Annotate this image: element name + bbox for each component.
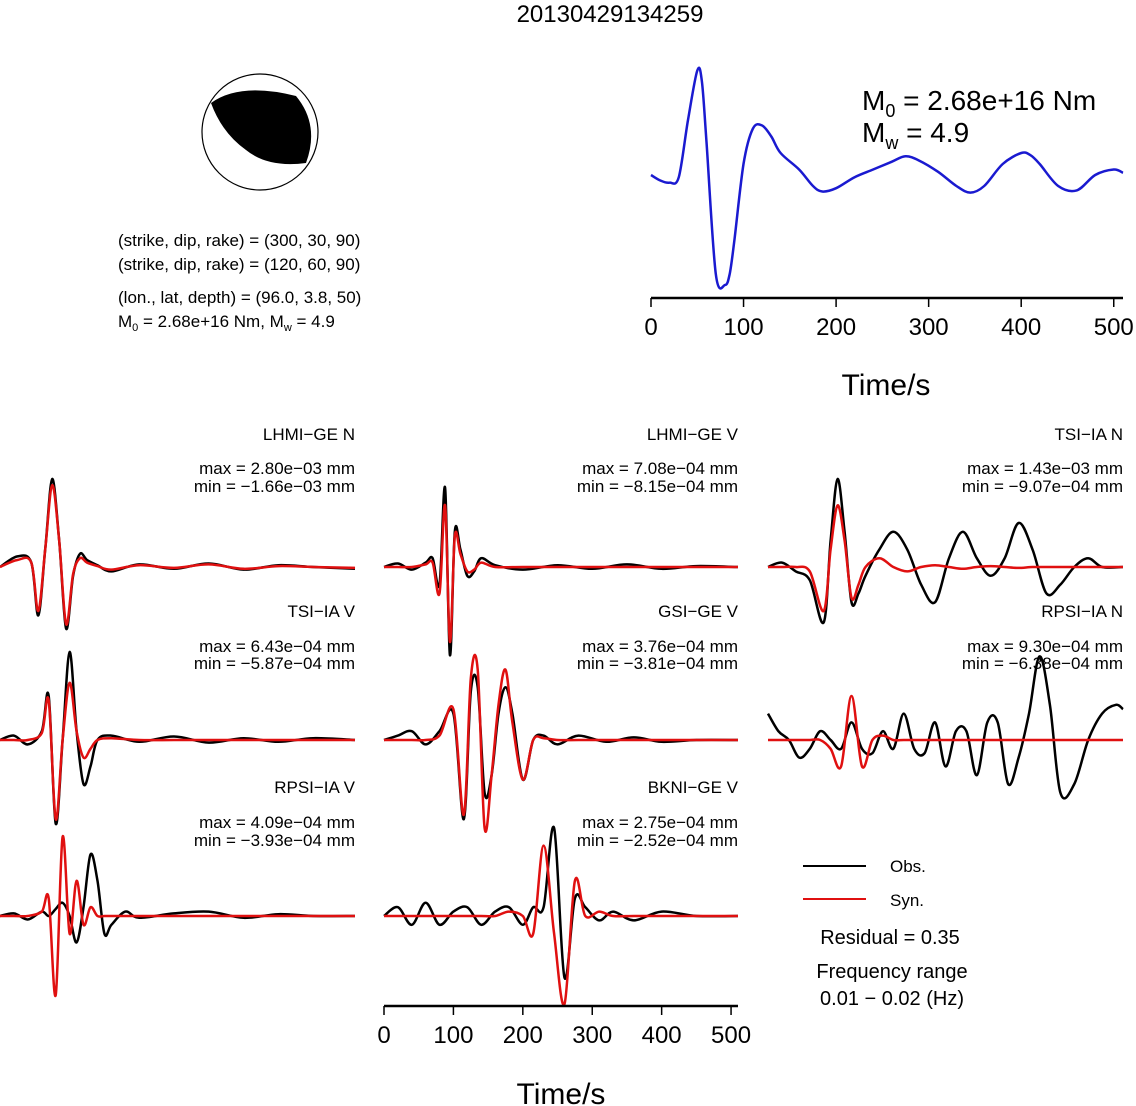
waveform-x-label: Time/s <box>517 1078 606 1106</box>
residual-label: Residual = 0.35 <box>820 927 960 949</box>
min-label: min = −2.52e−04 mm <box>577 831 738 850</box>
station-label: LHMI−GE V <box>647 425 739 444</box>
synthetic-trace <box>768 504 1123 613</box>
stf-x-axis: 0 100 200 300 400 500 <box>644 296 1134 341</box>
axis-tick-label: 300 <box>572 1022 612 1049</box>
station-label: RPSI−IA N <box>1041 602 1123 621</box>
synthetic-trace <box>0 483 356 626</box>
axis-tick-label: 200 <box>503 1022 543 1049</box>
max-label: max = 7.08e−04 mm <box>582 459 738 478</box>
stf-m0: M0 = 2.68e+16 Nm <box>862 85 1096 121</box>
axis-tick-label: 0 <box>377 1022 390 1049</box>
synthetic-trace <box>384 504 738 644</box>
min-label: min = −8.15e−04 mm <box>577 477 738 496</box>
mechanism-plane2: (strike, dip, rake) = (120, 60, 90) <box>118 255 360 274</box>
station-label: BKNI−GE V <box>648 778 739 797</box>
max-label: max = 4.09e−04 mm <box>199 813 355 832</box>
min-label: min = −3.81e−04 mm <box>577 654 738 673</box>
legend: Obs. Syn. Residual = 0.35 Frequency rang… <box>803 857 968 1010</box>
synthetic-trace <box>0 681 355 821</box>
stf-x-label: Time/s <box>842 369 931 402</box>
beachball-icon <box>201 73 319 191</box>
observed-trace <box>383 825 739 980</box>
max-label: max = 6.43e−04 mm <box>199 637 355 656</box>
station-label: LHMI−GE N <box>263 425 355 444</box>
synthetic-trace <box>383 844 738 1007</box>
observed-trace <box>383 673 739 821</box>
max-label: max = 2.80e−03 mm <box>199 459 355 478</box>
synthetic-trace <box>383 653 738 833</box>
stf-panel: 0 100 200 300 400 500 Time/s <box>644 66 1134 402</box>
stf-mw: Mw = 4.9 <box>862 117 969 153</box>
observed-trace <box>383 485 739 657</box>
legend-syn-label: Syn. <box>890 891 924 910</box>
stf-line <box>650 66 1124 290</box>
station-label: RPSI−IA V <box>274 778 355 797</box>
legend-obs-label: Obs. <box>890 857 926 876</box>
waveform-x-axis: 0 100 200 300 400 500 <box>377 1004 751 1049</box>
min-label: min = −1.66e−03 mm <box>194 477 355 496</box>
station-label: TSI−IA N <box>1055 425 1124 444</box>
synthetic-trace <box>0 835 355 997</box>
mechanism-plane1: (strike, dip, rake) = (300, 30, 90) <box>118 231 360 250</box>
axis-tick-label: 500 <box>1094 314 1134 341</box>
max-label: max = 3.76e−04 mm <box>582 637 738 656</box>
observed-trace <box>0 852 356 944</box>
axis-tick-label: 0 <box>644 314 657 341</box>
axis-tick-label: 400 <box>642 1022 682 1049</box>
figure-title: 20130429134259 <box>517 1 704 28</box>
axis-tick-label: 100 <box>724 314 764 341</box>
station-label: TSI−IA V <box>287 602 355 621</box>
max-label: max = 9.30e−04 mm <box>967 637 1123 656</box>
max-label: max = 1.43e−03 mm <box>967 459 1123 478</box>
mechanism-location: (lon., lat, depth) = (96.0, 3.8, 50) <box>118 288 361 307</box>
mechanism-magnitude: M0 = 2.68e+16 Nm, Mw = 4.9 <box>118 312 335 334</box>
frequency-title: Frequency range <box>816 961 967 983</box>
min-label: min = −5.87e−04 mm <box>194 654 355 673</box>
min-label: min = −9.07e−04 mm <box>962 477 1123 496</box>
station-label: GSI−GE V <box>658 602 738 621</box>
synthetic-trace <box>767 694 1123 770</box>
observed-trace <box>766 655 1124 800</box>
max-label: max = 2.75e−04 mm <box>582 813 738 832</box>
min-label: min = −3.93e−04 mm <box>194 831 355 850</box>
frequency-value: 0.01 − 0.02 (Hz) <box>820 988 964 1010</box>
axis-tick-label: 200 <box>816 314 856 341</box>
axis-tick-label: 400 <box>1001 314 1041 341</box>
axis-tick-label: 100 <box>433 1022 473 1049</box>
axis-tick-label: 500 <box>711 1022 751 1049</box>
axis-tick-label: 300 <box>909 314 949 341</box>
